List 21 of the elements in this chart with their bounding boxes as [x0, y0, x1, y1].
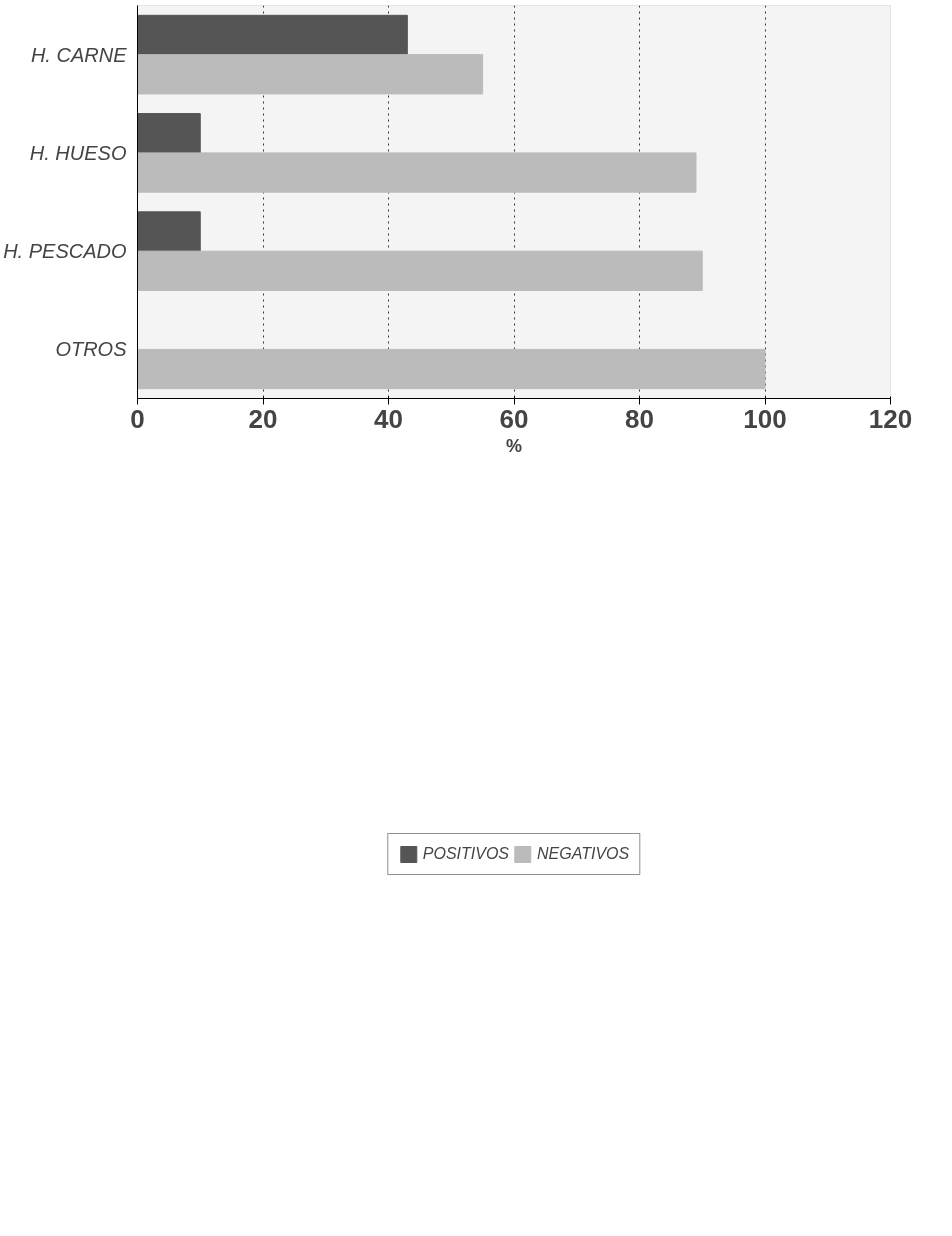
bar: [137, 250, 703, 291]
x-tick-label: 120: [868, 403, 913, 434]
bar: [137, 152, 697, 193]
legend-label: NEGATIVOS: [537, 845, 630, 863]
x-tick-label: 80: [625, 403, 654, 434]
x-axis-title: %: [506, 435, 523, 456]
bar: [137, 14, 408, 56]
bar: [137, 54, 484, 95]
x-tick-label: 0: [130, 403, 145, 434]
y-tick-label: H. PESCADO: [3, 240, 127, 263]
x-tick-label: 40: [374, 403, 403, 434]
legend-label: POSITIVOS: [422, 845, 510, 863]
y-tick-label: H. HUESO: [29, 141, 127, 164]
bar: [137, 113, 201, 154]
bar: [137, 348, 766, 390]
x-tick-label: 20: [248, 403, 278, 434]
y-tick-label: OTROS: [55, 338, 128, 361]
bar: [137, 211, 201, 252]
x-tick-label: 60: [499, 403, 529, 434]
y-tick-label: H. CARNE: [30, 43, 128, 66]
x-tick-label: 100: [743, 403, 787, 434]
